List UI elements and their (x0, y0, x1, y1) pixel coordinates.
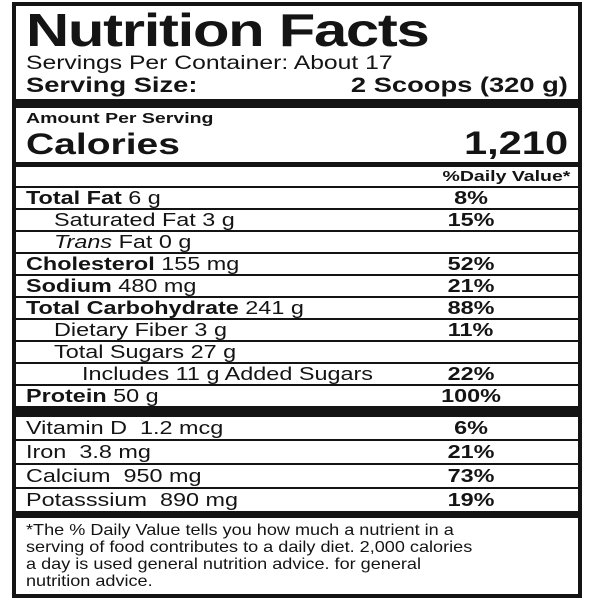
nutrient-row: Protein 50 g 100% (16, 386, 578, 408)
nutrient-name: Total Carbohydrate 241 g (26, 298, 304, 318)
nutrient-name-part: Potasssium 890 mg (26, 490, 239, 510)
nutrient-name-part: Sodium (26, 276, 112, 296)
footnote-line: *The % Daily Value tells you how much a … (26, 522, 454, 539)
daily-value-percent: 73% (416, 467, 526, 486)
nutrient-name: Total Sugars 27 g (54, 342, 237, 362)
nutrient-name: Iron 3.8 mg (26, 443, 151, 462)
daily-value-percent: 6% (416, 419, 526, 438)
serving-size-value: 2 Scoops (320 g) (351, 74, 568, 97)
nutrient-row: Total Sugars 27 g (16, 342, 578, 364)
nutrient-name-part: Total Sugars 27 g (54, 342, 237, 362)
nutrient-name: Protein 50 g (26, 386, 159, 406)
daily-value-percent-text: 100% (441, 386, 501, 406)
nutrient-name-part: Total Fat (26, 188, 122, 208)
daily-value-percent: 19% (416, 491, 526, 510)
nutrient-name: Vitamin D 1.2 mcg (26, 419, 223, 438)
servings-per-container: Servings Per Container: About 17 (26, 53, 393, 74)
nutrient-name-part: 6 g (121, 188, 161, 208)
nutrient-name-part: Saturated Fat 3 g (54, 210, 235, 230)
nutrient-name: Trans Fat 0 g (54, 232, 192, 252)
daily-value-percent (416, 234, 526, 251)
label-header: Nutrition Facts Servings Per Container: … (16, 6, 578, 99)
vitamin-rows: Vitamin D 1.2 mcg 6% Iron 3.8 mg 21% Calcium… (16, 417, 578, 513)
nutrient-name-part: Trans (54, 232, 113, 252)
nutrient-row: Cholesterol 155 mg 52% (16, 254, 578, 276)
nutrient-name: Saturated Fat 3 g (54, 210, 235, 230)
daily-value-percent-text: 11% (448, 320, 494, 340)
daily-value-percent-text: 52% (447, 254, 495, 274)
nutrient-name-part: 480 mg (111, 276, 197, 296)
nutrient-row: Sodium 480 mg 21% (16, 276, 578, 298)
daily-value-percent (416, 344, 526, 361)
nutrient-name: Cholesterol 155 mg (26, 254, 240, 274)
footnote-line: nutrition advice. (26, 573, 153, 590)
thick-divider (16, 408, 578, 417)
daily-value-percent: 21% (416, 443, 526, 462)
calories-label: Calories (26, 128, 180, 161)
daily-value-percent-text: 73% (447, 466, 495, 486)
serving-size-label: Serving Size: (26, 74, 198, 97)
nutrient-name-part: Fat 0 g (112, 232, 192, 252)
daily-value-percent: 8% (416, 188, 526, 208)
nutrient-name-part: Protein (26, 386, 107, 406)
nutrient-name: Total Fat 6 g (26, 188, 161, 208)
daily-value-percent: 11% (416, 320, 526, 340)
nutrient-row: Trans Fat 0 g (16, 232, 578, 254)
amount-per-serving-label: Amount Per Serving (26, 110, 214, 127)
daily-value-percent: 22% (416, 364, 526, 384)
calories-row: Calories 1,210 (26, 125, 568, 161)
nutrient-name: Calcium 950 mg (26, 467, 202, 486)
nutrient-name-part: 50 g (106, 386, 159, 406)
medium-divider (16, 162, 578, 167)
footnote-line: a day is used general nutrition advice. … (26, 556, 421, 573)
calories-section: Amount Per Serving Calories 1,210 (16, 108, 578, 162)
nutrient-name-part: Vitamin D 1.2 mcg (26, 418, 224, 438)
nutrient-row: Potasssium 890 mg 19% (16, 489, 578, 513)
daily-value-percent-text: 21% (447, 442, 495, 462)
daily-value-percent: 100% (416, 386, 526, 406)
nutrient-row: Vitamin D 1.2 mcg 6% (16, 417, 578, 441)
nutrient-name-part: Cholesterol (26, 254, 155, 274)
daily-value-percent: 52% (416, 254, 526, 274)
daily-value-percent-text: 8% (454, 188, 488, 208)
nutrition-facts-label: Nutrition Facts Servings Per Container: … (12, 2, 582, 598)
label-title: Nutrition Facts (26, 4, 568, 56)
nutrient-rows: Total Fat 6 g 8% Saturated Fat 3 g 15% Trans… (16, 188, 578, 408)
label-title-text: Nutrition Facts (26, 4, 430, 56)
nutrient-row: Saturated Fat 3 g 15% (16, 210, 578, 232)
daily-value-percent: 15% (416, 210, 526, 230)
nutrient-row: Dietary Fiber 3 g 11% (16, 320, 578, 342)
nutrient-name-part: 155 mg (154, 254, 240, 274)
nutrient-name-part: Iron 3.8 mg (26, 442, 151, 462)
daily-value-percent-text: 15% (447, 210, 495, 230)
daily-value-percent-text: 22% (447, 364, 495, 384)
nutrient-name-part: Total Carbohydrate (26, 298, 239, 318)
daily-value-percent-text: 88% (447, 298, 495, 318)
nutrient-name-part: Calcium 950 mg (26, 466, 202, 486)
footnote-line: serving of food contributes to a daily d… (26, 539, 473, 556)
medium-divider (16, 513, 578, 518)
nutrient-name: Includes 11 g Added Sugars (82, 364, 373, 384)
nutrient-row: Total Fat 6 g 8% (16, 188, 578, 210)
daily-value-header: %Daily Value* (16, 167, 578, 188)
daily-value-percent-text: 19% (447, 490, 495, 510)
nutrient-name: Sodium 480 mg (26, 276, 197, 296)
daily-value-footnote: *The % Daily Value tells you how much a … (16, 518, 578, 594)
thick-divider (16, 99, 578, 108)
daily-value-percent: 88% (416, 298, 526, 318)
nutrient-name: Dietary Fiber 3 g (54, 320, 227, 340)
daily-value-percent-text: 21% (447, 276, 495, 296)
calories-value: 1,210 (463, 125, 568, 161)
nutrient-row: Total Carbohydrate 241 g 88% (16, 298, 578, 320)
nutrient-name: Potasssium 890 mg (26, 491, 238, 510)
nutrient-name-part: 241 g (238, 298, 304, 318)
daily-value-percent: 21% (416, 276, 526, 296)
daily-value-percent-text: 6% (454, 418, 488, 438)
nutrient-row: Includes 11 g Added Sugars 22% (16, 364, 578, 386)
nutrient-row: Iron 3.8 mg 21% (16, 441, 578, 465)
nutrient-name-part: Includes 11 g Added Sugars (82, 364, 373, 384)
nutrient-row: Calcium 950 mg 73% (16, 465, 578, 489)
nutrient-name-part: Dietary Fiber 3 g (54, 320, 227, 340)
serving-size-row: Serving Size: 2 Scoops (320 g) (26, 75, 568, 96)
